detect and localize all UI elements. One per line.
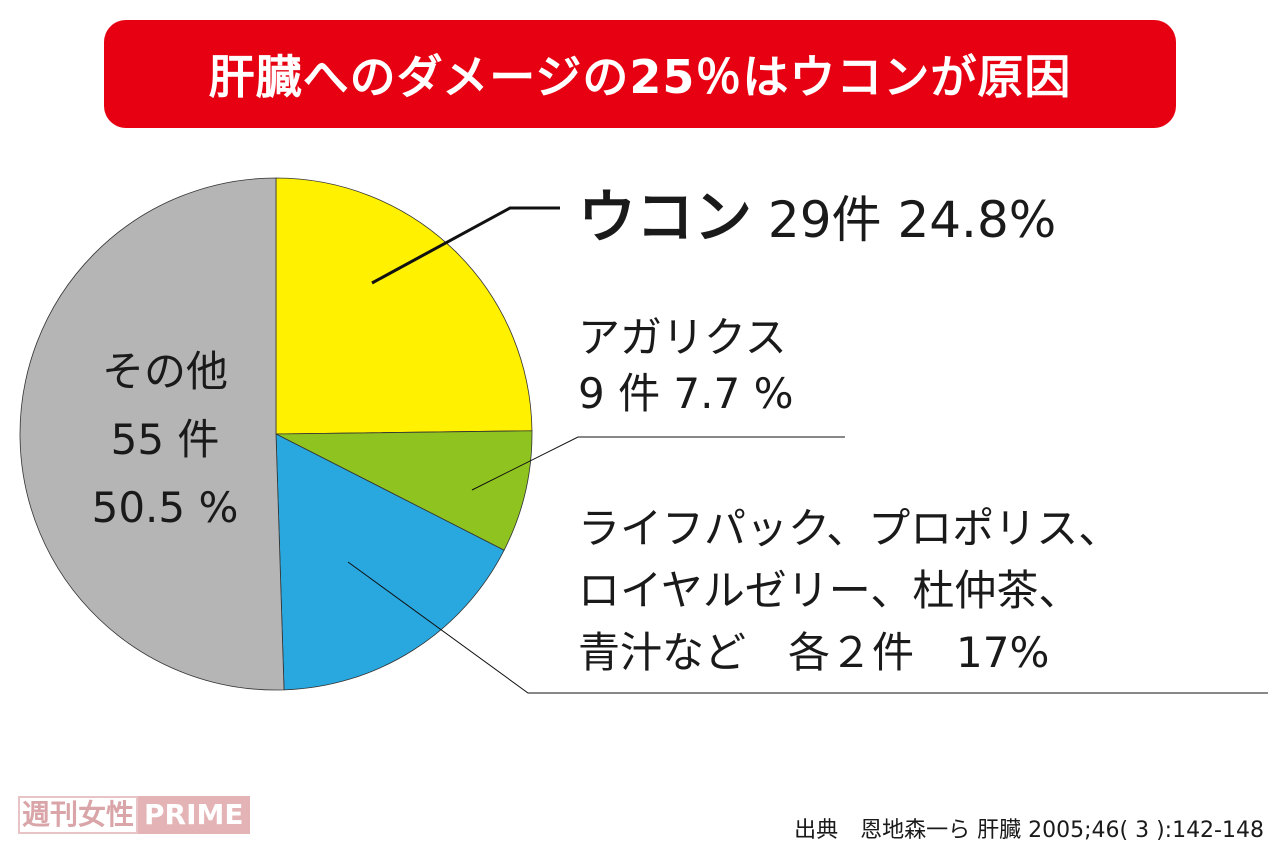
label-others: ライフパック、プロポリス、 ロイヤルゼリー、杜仲茶、 青汁など 各２件 17% [578, 498, 1120, 684]
logo-part2: PRIME [138, 796, 250, 834]
label-misc-percent: 50.5 % [91, 483, 239, 532]
leader-line-ukon [371, 206, 560, 285]
leader-line-others [347, 561, 1268, 694]
logo-part1: 週刊女性 [18, 796, 139, 834]
source-citation: 出典 恩地森一ら 肝臓 2005;46( 3 ):142-148 [794, 818, 1264, 843]
chart-title: 肝臓へのダメージの25％はウコンが原因 [208, 50, 1072, 104]
logo: 週刊女性 PRIME [18, 796, 250, 834]
label-others-line2: ロイヤルゼリー、杜仲茶、 [578, 566, 1081, 615]
label-agaricus: アガリクス 9 件 7.7 % [578, 310, 793, 422]
pie-slice-0 [275, 177, 533, 435]
label-misc-count: 55 件 [110, 415, 220, 464]
label-agaricus-name: アガリクス [578, 313, 787, 362]
label-ukon: ウコン 29件 24.8% [578, 170, 1056, 254]
label-ukon-name: ウコン [578, 183, 753, 251]
pie-slice-2 [275, 433, 505, 691]
pie-slice-3 [19, 177, 285, 691]
pie-slice-1 [275, 430, 533, 551]
label-others-line1: ライフパック、プロポリス、 [578, 504, 1121, 553]
label-misc: その他 55 件 50.5 % [70, 338, 260, 542]
label-ukon-value: 29件 24.8% [767, 191, 1057, 249]
title-banner: 肝臓へのダメージの25％はウコンが原因 [104, 20, 1176, 128]
label-agaricus-value: 9 件 7.7 % [578, 369, 794, 418]
leader-line-agaricus [471, 436, 845, 491]
label-others-line3: 青汁など 各２件 17% [578, 628, 1050, 677]
label-misc-name: その他 [101, 347, 228, 396]
